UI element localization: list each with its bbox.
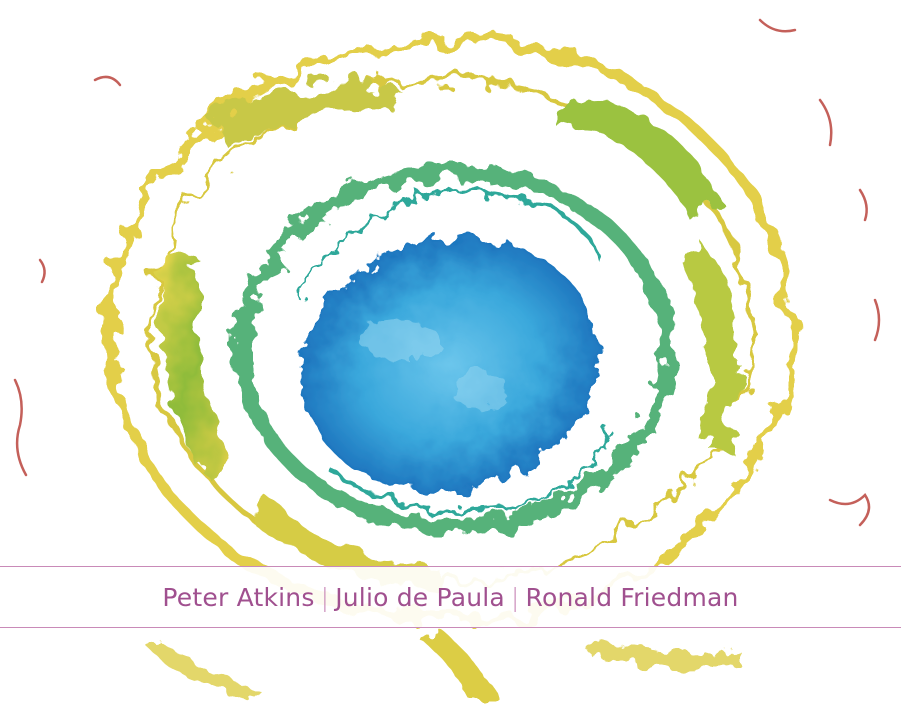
author-1: Peter Atkins [162, 582, 315, 612]
bottom-plumes [150, 630, 740, 700]
author-separator: | [510, 582, 520, 612]
red-traces [13, 18, 881, 527]
author-2: Julio de Paula [335, 582, 505, 612]
author-3: Ronald Friedman [525, 582, 739, 612]
teal-fringe [298, 187, 612, 514]
author-separator: | [320, 582, 330, 612]
blue-core [301, 238, 599, 492]
author-list: Peter Atkins | Julio de Paula | Ronald Fried… [162, 583, 738, 612]
author-band: Peter Atkins | Julio de Paula | Ronald Fried… [0, 566, 901, 628]
